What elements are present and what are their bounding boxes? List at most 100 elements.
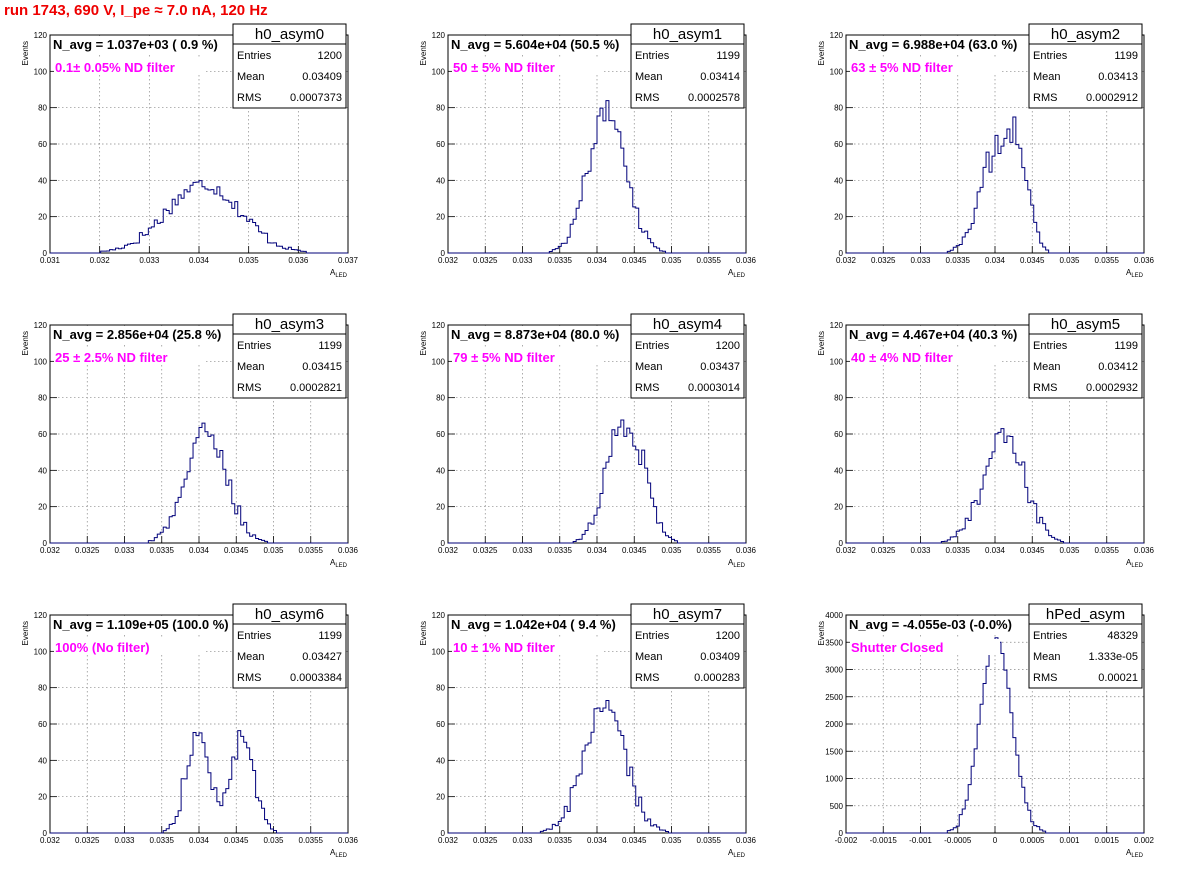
y-tick-label: 60 xyxy=(436,140,445,149)
y-tick-label: 120 xyxy=(432,31,446,40)
y-axis-label: Events xyxy=(419,621,428,645)
y-tick-label: 0 xyxy=(839,829,844,838)
x-tick-label: 0 xyxy=(993,836,998,845)
histogram-panel-h0_asym5: 0.032 0.0325 0.033 0.0335 0.034 0.0345 0.035 0.… xyxy=(817,313,1155,569)
x-tick-label: 0.0325 xyxy=(871,546,896,555)
annotation-bg xyxy=(850,59,1000,75)
y-tick-label: 20 xyxy=(834,503,843,512)
x-axis-label: ALED xyxy=(728,558,746,569)
navg-label: N_avg = 4.467e+04 (40.3 %) xyxy=(849,327,1017,342)
stat-value: 0.03427 xyxy=(302,651,342,663)
navg-label: N_avg = 8.873e+04 (80.0 %) xyxy=(451,327,619,342)
stat-box xyxy=(630,23,745,109)
stat-box xyxy=(630,313,745,399)
stat-label: Entries xyxy=(237,340,272,352)
x-tick-label: 0.032 xyxy=(90,256,111,265)
stat-value: 0.03412 xyxy=(1098,361,1138,373)
filter-annotation: 79 ± 5% ND filter xyxy=(453,350,555,365)
x-tick-label: 0.033 xyxy=(910,546,931,555)
x-tick-label: 0.033 xyxy=(512,546,533,555)
y-tick-label: 40 xyxy=(834,466,843,475)
histogram-panel-h0_asym2: 0.032 0.0325 0.033 0.0335 0.034 0.0345 0.035 0.… xyxy=(817,23,1155,279)
stat-value: 0.03413 xyxy=(1098,71,1138,83)
x-tick-label: 0.0355 xyxy=(697,256,722,265)
stat-label: Mean xyxy=(237,361,265,373)
y-tick-label: 100 xyxy=(432,357,446,366)
annotation-bg xyxy=(850,639,1000,655)
y-tick-label: 80 xyxy=(38,104,47,113)
x-tick-label: 0.033 xyxy=(512,256,533,265)
annotation-bg xyxy=(452,59,602,75)
filter-annotation: 0.1± 0.05% ND filter xyxy=(55,60,175,75)
stat-label: RMS xyxy=(635,382,659,394)
x-tick-label: 0.0015 xyxy=(1095,836,1120,845)
y-tick-label: 60 xyxy=(38,430,47,439)
x-tick-label: 0.0355 xyxy=(697,836,722,845)
navg-label: N_avg = 6.988e+04 (63.0 %) xyxy=(849,37,1017,52)
x-tick-label: 0.0345 xyxy=(622,836,647,845)
stat-label: Mean xyxy=(237,71,265,83)
x-tick-label: -0.0015 xyxy=(870,836,898,845)
stat-value: 1199 xyxy=(1114,340,1138,352)
navg-bg xyxy=(450,616,666,634)
stat-label: Entries xyxy=(635,340,670,352)
annotation-bg xyxy=(452,349,602,365)
stat-box xyxy=(232,23,347,109)
y-axis-label: Events xyxy=(21,621,30,645)
stat-label: RMS xyxy=(1033,92,1057,104)
y-tick-label: 40 xyxy=(834,176,843,185)
y-tick-label: 40 xyxy=(436,176,445,185)
x-tick-label: 0.036 xyxy=(288,256,309,265)
histogram-panel-h0_asym4: 0.032 0.0325 0.033 0.0335 0.034 0.0345 0.035 0.… xyxy=(419,313,757,569)
stat-value: 1200 xyxy=(716,630,740,642)
x-axis-label: ALED xyxy=(728,268,746,279)
stat-value: 1199 xyxy=(318,630,342,642)
x-tick-label: 0.034 xyxy=(985,256,1006,265)
stat-label: Mean xyxy=(237,651,265,663)
navg-bg xyxy=(848,616,1064,634)
stat-value: 0.00021 xyxy=(1098,672,1138,684)
stat-label: Entries xyxy=(237,50,272,62)
x-tick-label: 0.031 xyxy=(40,256,61,265)
x-axis-label: ALED xyxy=(330,268,348,279)
stat-value: 1199 xyxy=(716,50,740,62)
x-tick-label: 0.036 xyxy=(736,546,757,555)
annotation-bg xyxy=(54,349,204,365)
filter-annotation: 25 ± 2.5% ND filter xyxy=(55,350,168,365)
y-axis-label: Events xyxy=(817,41,826,65)
stat-value: 0.0002578 xyxy=(688,92,740,104)
x-tick-label: 0.0355 xyxy=(1095,546,1120,555)
navg-label: N_avg = 1.037e+03 ( 0.9 %) xyxy=(53,37,218,52)
x-tick-label: 0.033 xyxy=(114,546,135,555)
stat-value: 1.333e-05 xyxy=(1088,651,1138,663)
navg-bg xyxy=(450,326,666,344)
y-tick-label: 120 xyxy=(34,611,48,620)
x-tick-label: 0.034 xyxy=(985,546,1006,555)
x-tick-label: 0.032 xyxy=(438,546,459,555)
x-tick-label: 0.0355 xyxy=(299,836,324,845)
x-tick-label: 0.035 xyxy=(239,256,260,265)
x-tick-label: 0.036 xyxy=(736,836,757,845)
y-tick-label: 20 xyxy=(38,793,47,802)
y-tick-label: 100 xyxy=(432,67,446,76)
y-tick-label: 80 xyxy=(436,104,445,113)
stat-value: 0.0003014 xyxy=(688,382,740,394)
stat-value: 0.03437 xyxy=(700,361,740,373)
y-tick-label: 40 xyxy=(38,756,47,765)
y-tick-label: 0 xyxy=(441,539,446,548)
stat-box xyxy=(232,313,347,399)
stat-box-title: h0_asym3 xyxy=(255,316,324,333)
stat-label: Mean xyxy=(1033,361,1061,373)
y-axis-label: Events xyxy=(21,331,30,355)
stat-label: RMS xyxy=(1033,672,1057,684)
navg-bg xyxy=(52,326,268,344)
histogram-series xyxy=(50,422,348,544)
x-tick-label: 0.0345 xyxy=(622,256,647,265)
y-axis-label: Events xyxy=(419,41,428,65)
x-axis-label: ALED xyxy=(330,848,348,859)
y-tick-label: 80 xyxy=(436,684,445,693)
y-tick-label: 0 xyxy=(441,829,446,838)
x-tick-label: 0.0325 xyxy=(871,256,896,265)
x-tick-label: 0.037 xyxy=(338,256,359,265)
histogram-series xyxy=(50,180,348,254)
